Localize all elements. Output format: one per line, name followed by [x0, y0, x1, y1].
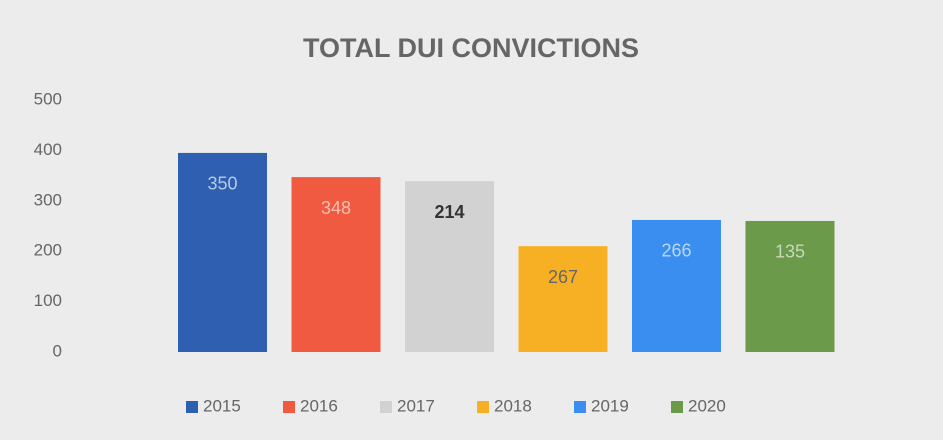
bar-annotation: 350: [207, 174, 237, 194]
bar: [291, 177, 381, 352]
y-tick-label: 200: [34, 241, 62, 260]
legend-swatch: [380, 401, 392, 413]
legend-label: 2017: [397, 396, 435, 415]
legend-label: 2015: [203, 396, 241, 415]
bar: [745, 220, 835, 352]
bar: [405, 181, 494, 352]
legend-swatch: [477, 401, 489, 413]
y-tick-label: 400: [34, 140, 62, 159]
legend-label: 2016: [300, 396, 338, 415]
legend-swatch: [574, 401, 586, 413]
bar: [178, 152, 267, 352]
bar-annotation: 266: [661, 241, 691, 261]
legend-label: 2020: [688, 396, 726, 415]
bar-annotation: 267: [548, 267, 578, 287]
y-tick-label: 100: [34, 291, 62, 310]
legend-label: 2019: [591, 396, 629, 415]
bar-annotation: 214: [434, 202, 464, 222]
legend-swatch: [671, 401, 683, 413]
y-tick-label: 300: [34, 190, 62, 209]
legend-label: 2018: [494, 396, 532, 415]
bar: [518, 246, 608, 352]
legend-swatch: [283, 401, 295, 413]
y-tick-label: 0: [53, 341, 62, 360]
bar-annotation: 348: [321, 198, 351, 218]
bar: [632, 219, 721, 352]
y-tick-label: 500: [34, 89, 62, 108]
chart-title: TOTAL DUI CONVICTIONS: [303, 33, 639, 63]
legend-swatch: [186, 401, 198, 413]
bar-annotation: 135: [775, 242, 805, 262]
